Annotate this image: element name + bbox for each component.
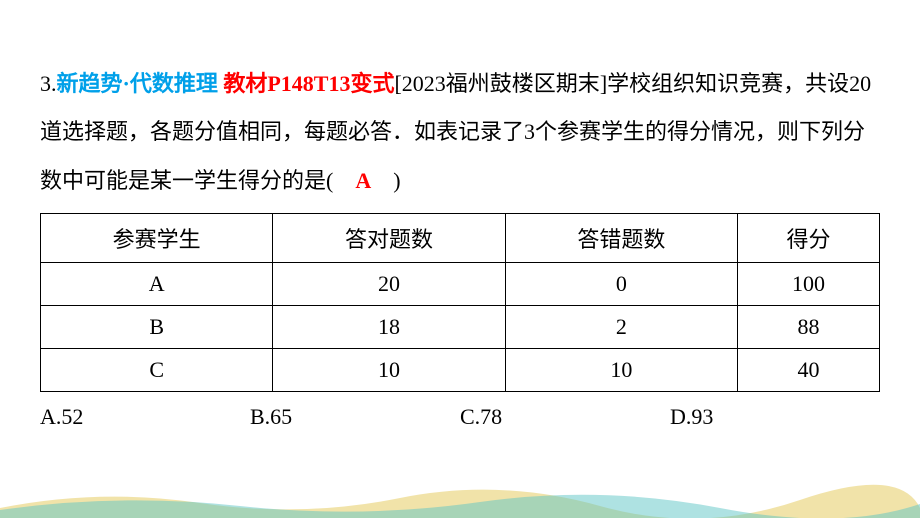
table-row: C 10 10 40 xyxy=(41,349,880,392)
textbook-ref: 教材P148T13变式 xyxy=(223,71,394,96)
table-cell: 2 xyxy=(505,306,737,349)
table-cell: 18 xyxy=(273,306,505,349)
question-text: 3.新趋势·代数推理 教材P148T13变式[2023福州鼓楼区期末]学校组织知… xyxy=(40,60,880,205)
table-cell: 88 xyxy=(738,306,880,349)
option-d: D.93 xyxy=(670,404,880,430)
table-header: 答对题数 xyxy=(273,214,505,263)
question-body-2: ) xyxy=(371,168,400,193)
table-row: A 20 0 100 xyxy=(41,263,880,306)
table-cell: 10 xyxy=(505,349,737,392)
table-header: 得分 xyxy=(738,214,880,263)
table-header-row: 参赛学生 答对题数 答错题数 得分 xyxy=(41,214,880,263)
option-a: A.52 xyxy=(40,404,250,430)
option-b: B.65 xyxy=(250,404,460,430)
score-table: 参赛学生 答对题数 答错题数 得分 A 20 0 100 B 18 2 88 C… xyxy=(40,213,880,392)
wave-decoration xyxy=(0,478,920,518)
table-cell: 20 xyxy=(273,263,505,306)
table-cell: 40 xyxy=(738,349,880,392)
table-row: B 18 2 88 xyxy=(41,306,880,349)
table-cell: A xyxy=(41,263,273,306)
table-cell: 10 xyxy=(273,349,505,392)
table-cell: B xyxy=(41,306,273,349)
table-cell: 0 xyxy=(505,263,737,306)
table-header: 答错题数 xyxy=(505,214,737,263)
answer-letter: A xyxy=(355,168,371,193)
source-text: 2023福州鼓楼区期末 xyxy=(402,71,600,96)
question-number: 3. xyxy=(40,71,57,96)
source-open: [ xyxy=(394,71,401,96)
table-header: 参赛学生 xyxy=(41,214,273,263)
trend-label: 新趋势·代数推理 xyxy=(57,71,218,96)
table-cell: 100 xyxy=(738,263,880,306)
table-cell: C xyxy=(41,349,273,392)
option-c: C.78 xyxy=(460,404,670,430)
options-row: A.52 B.65 C.78 D.93 xyxy=(40,404,880,430)
